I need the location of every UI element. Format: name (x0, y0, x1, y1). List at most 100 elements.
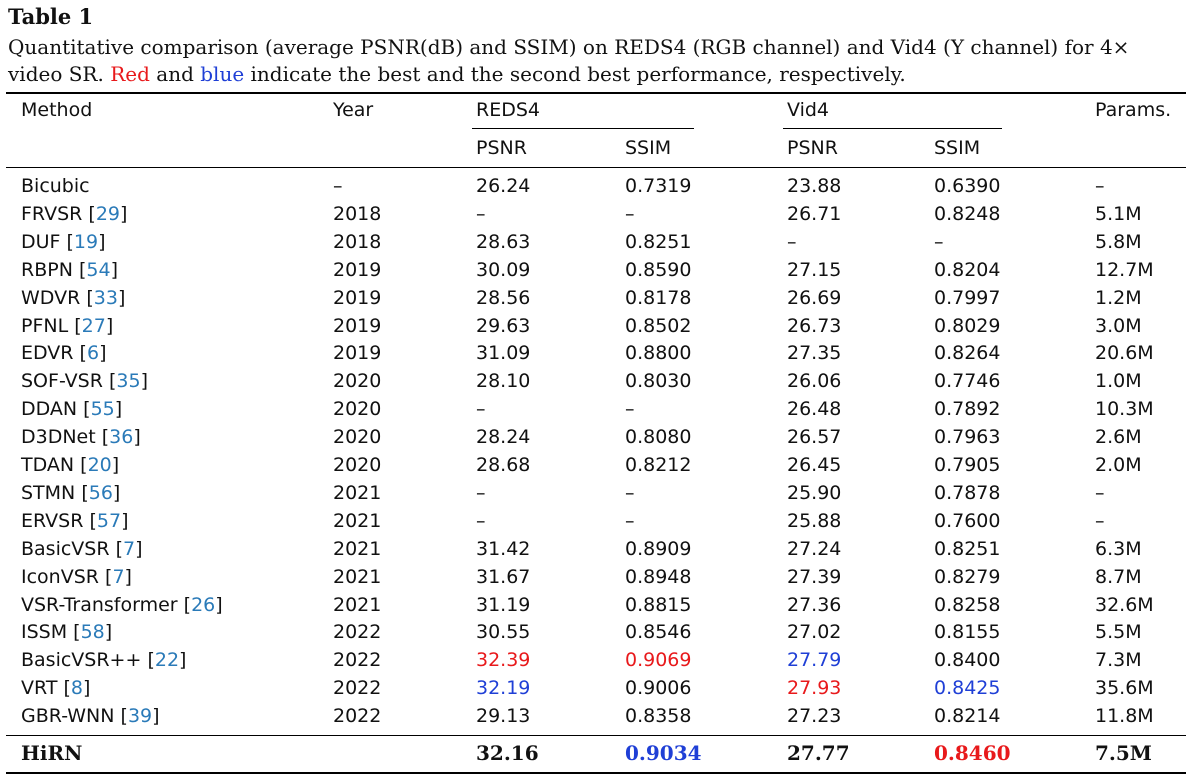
reds4-psnr-cell: – (476, 398, 486, 420)
bottom-rule (6, 772, 1186, 774)
caption-blue-word: blue (200, 62, 245, 86)
method-name: FRVSR (21, 203, 83, 225)
params-cell: 3.0M (1095, 315, 1142, 337)
year-cell: 2020 (333, 426, 382, 448)
year-cell: 2018 (333, 231, 382, 253)
vid4-psnr-cell: 27.23 (787, 705, 842, 727)
reds4-ssim-cell: 0.8909 (625, 538, 692, 560)
vid4-psnr-cell: 27.15 (787, 259, 842, 281)
method-cell: GBR-WNN [39] (21, 705, 160, 727)
reds4-psnr-cell: – (476, 482, 486, 504)
params-cell: 11.8M (1095, 705, 1154, 727)
citation-link[interactable]: 57 (96, 510, 122, 532)
reds4-psnr-cell: 31.42 (476, 538, 531, 560)
vid4-subrule (783, 128, 1002, 129)
citation-link[interactable]: 54 (86, 259, 111, 281)
year-cell: 2019 (333, 259, 382, 281)
method-name: TDAN (21, 454, 75, 476)
vid4-psnr-cell: 26.57 (787, 426, 842, 448)
year-cell: 2021 (333, 482, 382, 504)
reds4-ssim-cell: – (625, 510, 635, 532)
params-cell: – (1095, 510, 1105, 532)
citation-link[interactable]: 58 (80, 621, 105, 643)
reds4-psnr-cell: 29.13 (476, 705, 531, 727)
year-cell: 2022 (333, 705, 382, 727)
citation-link[interactable]: 36 (109, 426, 134, 448)
year-cell: 2019 (333, 315, 382, 337)
method-cell: VSR-Transformer [26] (21, 594, 223, 616)
citation-link[interactable]: 27 (81, 315, 106, 337)
method-name: PFNL (21, 315, 69, 337)
method-name: HiRN (21, 741, 83, 765)
params-cell: 5.1M (1095, 203, 1142, 225)
reds4-ssim-cell: – (625, 398, 635, 420)
citation-link[interactable]: 19 (73, 231, 99, 253)
reds4-ssim-cell: – (625, 203, 635, 225)
vid4-ssim-cell: 0.7997 (934, 287, 1001, 309)
citation-link[interactable]: 35 (116, 370, 141, 392)
vid4-ssim-cell: 0.8204 (934, 259, 1001, 281)
method-cell: TDAN [20] (21, 454, 120, 476)
reds4-ssim-cell: 0.9069 (625, 649, 692, 671)
year-cell: 2021 (333, 566, 382, 588)
reds4-ssim-cell: 0.9034 (625, 741, 702, 765)
method-cell: SOF-VSR [35] (21, 370, 149, 392)
citation-link[interactable]: 7 (123, 538, 136, 560)
citation-link[interactable]: 39 (127, 705, 153, 727)
table-title: Table 1 (8, 4, 94, 29)
params-cell: 32.6M (1095, 594, 1154, 616)
method-name: GBR-WNN (21, 705, 115, 727)
citation-link[interactable]: 29 (95, 203, 120, 225)
method-cell: DUF [19] (21, 231, 106, 253)
vid4-psnr-cell: 27.39 (787, 566, 842, 588)
table-caption: Quantitative comparison (average PSNR(dB… (8, 34, 1190, 88)
citation-link[interactable]: 20 (87, 454, 112, 476)
year-cell: 2021 (333, 538, 382, 560)
citation-link[interactable]: 7 (112, 566, 125, 588)
method-name: BasicVSR++ (21, 649, 142, 671)
params-cell: – (1095, 175, 1105, 197)
method-name: DDAN (21, 398, 78, 420)
method-name: IconVSR (21, 566, 99, 588)
citation-link[interactable]: 55 (90, 398, 115, 420)
params-cell: 8.7M (1095, 566, 1142, 588)
vid4-psnr-cell: 27.35 (787, 342, 842, 364)
reds4-psnr-cell: 30.09 (476, 259, 531, 281)
method-name: BasicVSR (21, 538, 110, 560)
vid4-ssim-cell: 0.8264 (934, 342, 1001, 364)
header-vid4-psnr: PSNR (787, 137, 838, 159)
header-vid4: Vid4 (787, 99, 830, 121)
reds4-ssim-cell: 0.8030 (625, 370, 692, 392)
reds4-psnr-cell: 28.10 (476, 370, 531, 392)
caption-text-after: indicate the best and the second best pe… (244, 62, 906, 86)
citation-link[interactable]: 33 (93, 287, 118, 309)
reds4-ssim-cell: 0.8251 (625, 231, 692, 253)
citation-link[interactable]: 22 (154, 649, 180, 671)
citation-link[interactable]: 56 (88, 482, 113, 504)
citation-link[interactable]: 8 (70, 677, 83, 699)
params-cell: 7.3M (1095, 649, 1142, 671)
citation-link[interactable]: 6 (86, 342, 100, 364)
method-cell: PFNL [27] (21, 315, 114, 337)
params-cell: 5.8M (1095, 231, 1142, 253)
vid4-psnr-cell: 27.36 (787, 594, 842, 616)
citation-link[interactable]: 26 (191, 594, 216, 616)
vid4-ssim-cell: 0.8258 (934, 594, 1001, 616)
vid4-psnr-cell: 23.88 (787, 175, 842, 197)
header-reds4-psnr: PSNR (476, 137, 527, 159)
year-cell: 2019 (333, 287, 382, 309)
method-name: EDVR (21, 342, 74, 364)
params-cell: 2.0M (1095, 454, 1142, 476)
method-name: WDVR (21, 287, 81, 309)
vid4-ssim-cell: 0.7905 (934, 454, 1001, 476)
year-cell: 2020 (333, 370, 382, 392)
method-name: DUF (21, 231, 61, 253)
params-cell: 5.5M (1095, 621, 1142, 643)
method-cell: ISSM [58] (21, 621, 113, 643)
method-cell: BasicVSR [7] (21, 538, 143, 560)
reds4-ssim-cell: 0.8546 (625, 621, 692, 643)
method-name: ERVSR (21, 510, 84, 532)
vid4-ssim-cell: 0.7963 (934, 426, 1001, 448)
reds4-subrule (472, 128, 694, 129)
vid4-ssim-cell: 0.8425 (934, 677, 1001, 699)
